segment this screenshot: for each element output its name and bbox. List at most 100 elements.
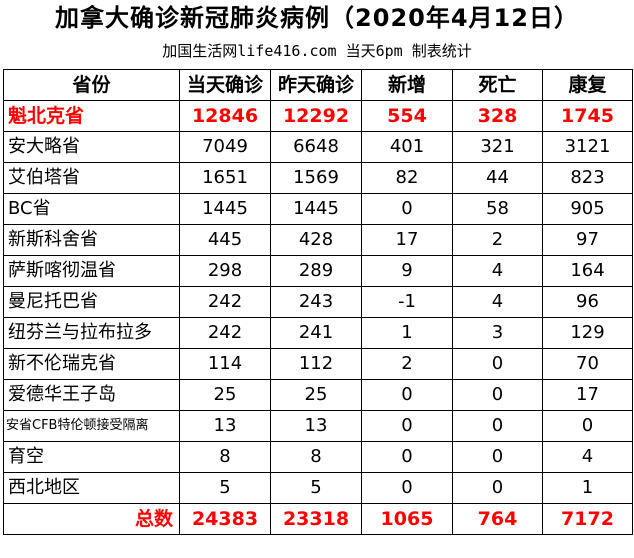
province-name: 西北地区: [3, 472, 180, 504]
total-yesterday-confirmed: 23318: [270, 503, 362, 535]
deaths: 328: [452, 100, 543, 132]
province-name: 新不伦瑞克省: [3, 348, 180, 380]
province-name: 新斯科舍省: [3, 224, 180, 256]
total-today-confirmed: 24383: [179, 503, 271, 535]
today-confirmed: 242: [179, 317, 271, 349]
header-deaths: 死亡: [452, 69, 543, 101]
new-cases: 1: [361, 317, 453, 349]
yesterday-confirmed: 1569: [270, 162, 362, 194]
new-cases: 0: [361, 472, 453, 504]
table-row: 安省CFB特伦顿接受隔离 13 13 0 0 0: [3, 410, 633, 442]
yesterday-confirmed: 12292: [270, 100, 362, 132]
province-name: 萨斯喀彻温省: [3, 255, 180, 287]
table-header-row: 省份 当天确诊 昨天确诊 新增 死亡 康复: [3, 69, 633, 101]
table-row: 新斯科舍省 445 428 17 2 97: [3, 224, 633, 256]
recovered: 823: [542, 162, 633, 194]
recovered: 0: [542, 410, 633, 442]
today-confirmed: 12846: [179, 100, 271, 132]
today-confirmed: 242: [179, 286, 271, 318]
table-row: 魁北克省 12846 12292 554 328 1745: [3, 100, 633, 132]
province-name: 艾伯塔省: [3, 162, 180, 194]
table-row: 爱德华王子岛 25 25 0 0 17: [3, 379, 633, 411]
yesterday-confirmed: 289: [270, 255, 362, 287]
today-confirmed: 8: [179, 441, 271, 473]
new-cases: 82: [361, 162, 453, 194]
table-row: BC省 1445 1445 0 58 905: [3, 193, 633, 225]
total-label: 总数: [3, 503, 180, 535]
total-new-cases: 1065: [361, 503, 453, 535]
deaths: 58: [452, 193, 543, 225]
province-name: BC省: [3, 193, 180, 225]
province-name: 爱德华王子岛: [3, 379, 180, 411]
recovered: 70: [542, 348, 633, 380]
page-subtitle: 加国生活网life416.com 当天6pm 制表统计: [162, 42, 472, 60]
new-cases: 17: [361, 224, 453, 256]
header-province: 省份: [3, 69, 180, 101]
new-cases: 0: [361, 193, 453, 225]
cases-table: 省份 当天确诊 昨天确诊 新增 死亡 康复 魁北克省 12846 12292 5…: [3, 69, 633, 535]
today-confirmed: 7049: [179, 131, 271, 163]
province-name: 纽芬兰与拉布拉多: [3, 317, 180, 349]
recovered: 17: [542, 379, 633, 411]
province-name: 安大略省: [3, 131, 180, 163]
today-confirmed: 1651: [179, 162, 271, 194]
page-title: 加拿大确诊新冠肺炎病例（2020年4月12日）: [55, 4, 579, 32]
yesterday-confirmed: 241: [270, 317, 362, 349]
yesterday-confirmed: 5: [270, 472, 362, 504]
today-confirmed: 445: [179, 224, 271, 256]
table-row: 艾伯塔省 1651 1569 82 44 823: [3, 162, 633, 194]
province-name: 曼尼托巴省: [3, 286, 180, 318]
deaths: 0: [452, 441, 543, 473]
recovered: 97: [542, 224, 633, 256]
new-cases: 401: [361, 131, 453, 163]
yesterday-confirmed: 243: [270, 286, 362, 318]
header-yesterday-confirmed: 昨天确诊: [270, 69, 362, 101]
table-row: 育空 8 8 0 0 4: [3, 441, 633, 473]
deaths: 44: [452, 162, 543, 194]
today-confirmed: 114: [179, 348, 271, 380]
recovered: 129: [542, 317, 633, 349]
province-name: 魁北克省: [3, 100, 180, 132]
today-confirmed: 1445: [179, 193, 271, 225]
recovered: 164: [542, 255, 633, 287]
today-confirmed: 5: [179, 472, 271, 504]
yesterday-confirmed: 1445: [270, 193, 362, 225]
new-cases: 2: [361, 348, 453, 380]
deaths: 0: [452, 410, 543, 442]
new-cases: 0: [361, 410, 453, 442]
deaths: 0: [452, 379, 543, 411]
province-name: 育空: [3, 441, 180, 473]
yesterday-confirmed: 428: [270, 224, 362, 256]
recovered: 905: [542, 193, 633, 225]
recovered: 96: [542, 286, 633, 318]
total-deaths: 764: [452, 503, 543, 535]
total-row: 总数 24383 23318 1065 764 7172: [3, 503, 633, 535]
province-name: 安省CFB特伦顿接受隔离: [3, 410, 180, 442]
today-confirmed: 13: [179, 410, 271, 442]
yesterday-confirmed: 112: [270, 348, 362, 380]
deaths: 3: [452, 317, 543, 349]
deaths: 2: [452, 224, 543, 256]
new-cases: 9: [361, 255, 453, 287]
yesterday-confirmed: 25: [270, 379, 362, 411]
today-confirmed: 25: [179, 379, 271, 411]
deaths: 0: [452, 348, 543, 380]
table-row: 西北地区 5 5 0 0 1: [3, 472, 633, 504]
recovered: 3121: [542, 131, 633, 163]
deaths: 0: [452, 472, 543, 504]
table-row: 曼尼托巴省 242 243 -1 4 96: [3, 286, 633, 318]
yesterday-confirmed: 6648: [270, 131, 362, 163]
table-row: 新不伦瑞克省 114 112 2 0 70: [3, 348, 633, 380]
new-cases: 0: [361, 441, 453, 473]
yesterday-confirmed: 8: [270, 441, 362, 473]
deaths: 4: [452, 255, 543, 287]
recovered: 4: [542, 441, 633, 473]
table-row: 萨斯喀彻温省 298 289 9 4 164: [3, 255, 633, 287]
header-recovered: 康复: [542, 69, 633, 101]
total-recovered: 7172: [542, 503, 633, 535]
deaths: 4: [452, 286, 543, 318]
yesterday-confirmed: 13: [270, 410, 362, 442]
deaths: 321: [452, 131, 543, 163]
new-cases: -1: [361, 286, 453, 318]
header-new: 新增: [361, 69, 453, 101]
